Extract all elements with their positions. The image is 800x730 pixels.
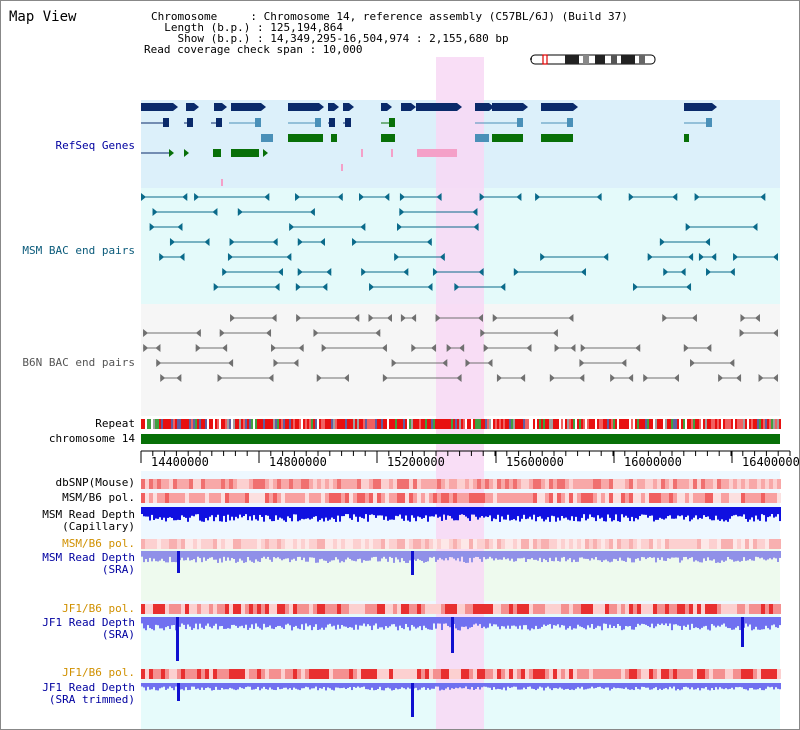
- coverage-span-info: Read coverage check span : 10,000: [144, 43, 363, 56]
- page-title: Map View: [9, 9, 77, 25]
- track-label-repeat[interactable]: Repeat: [95, 417, 135, 430]
- jf1-depth-trim-track: [141, 683, 781, 717]
- length-info: Length (b.p.) : 125,194,864: [151, 21, 344, 34]
- track-label-msm-depth-sra[interactable]: MSM Read Depth (SRA): [42, 551, 135, 576]
- show-range-info: Show (b.p.) : 14,349,295-16,504,974 : 2,…: [151, 32, 509, 45]
- track-label-chromosome[interactable]: chromosome 14: [48, 432, 135, 445]
- axis-tick-label: 16000000: [624, 455, 682, 469]
- refseq-genes: [141, 103, 717, 186]
- jf1-b6-pol-track-2: [141, 669, 781, 679]
- jf1-b6-pol-track: [141, 604, 781, 614]
- axis-tick-label: 14800000: [269, 455, 327, 469]
- msm-depth-capillary-track: [141, 507, 781, 522]
- repeat-track: [141, 419, 781, 429]
- chromosome-bar: [141, 434, 780, 444]
- b6n-bac-end-pairs: [143, 314, 778, 382]
- jf1-depth-sra-track: [141, 617, 781, 661]
- track-label-jf1-b6-pol-2[interactable]: JF1/B6 pol.: [62, 666, 135, 679]
- position-axis: 14400000 14800000 15200000 15600000 16000000…: [140, 450, 799, 469]
- chromosome-info: Chromosome : Chromosome 14, reference as…: [151, 10, 628, 23]
- msm-depth-sra-track: [141, 551, 781, 575]
- axis-tick-label: 15200000: [387, 455, 445, 469]
- track-label-refseq[interactable]: RefSeq Genes: [55, 139, 135, 152]
- axis-tick-label: 14400000: [151, 455, 209, 469]
- axis-tick-label: 16400000: [742, 455, 799, 469]
- msm-bac-end-pairs: [141, 193, 778, 291]
- axis-tick-label: 15600000: [506, 455, 564, 469]
- track-label-jf1-depth-sra[interactable]: JF1 Read Depth (SRA): [42, 616, 135, 641]
- msm-b6-pol-track-2: [141, 539, 781, 549]
- track-label-jf1-b6-pol[interactable]: JF1/B6 pol.: [62, 602, 135, 615]
- dbsnp-track: [141, 479, 781, 489]
- chromosome-ideogram[interactable]: [529, 53, 659, 67]
- track-label-msm-depth-capillary[interactable]: MSM Read Depth (Capillary): [42, 508, 135, 533]
- track-label-msm-bac[interactable]: MSM BAC end pairs: [22, 244, 135, 257]
- region-info: Chromosome : Chromosome 14, reference as…: [144, 10, 628, 55]
- track-label-b6n-bac[interactable]: B6N BAC end pairs: [22, 356, 135, 369]
- track-label-jf1-depth-trimmed[interactable]: JF1 Read Depth (SRA trimmed): [42, 681, 135, 706]
- msm-b6-pol-track: [141, 493, 781, 503]
- track-label-msm-b6-pol-2[interactable]: MSM/B6 pol.: [62, 537, 135, 550]
- track-label-dbsnp[interactable]: dbSNP(Mouse): [55, 476, 135, 489]
- track-label-msm-b6-pol[interactable]: MSM/B6 pol.: [62, 491, 135, 504]
